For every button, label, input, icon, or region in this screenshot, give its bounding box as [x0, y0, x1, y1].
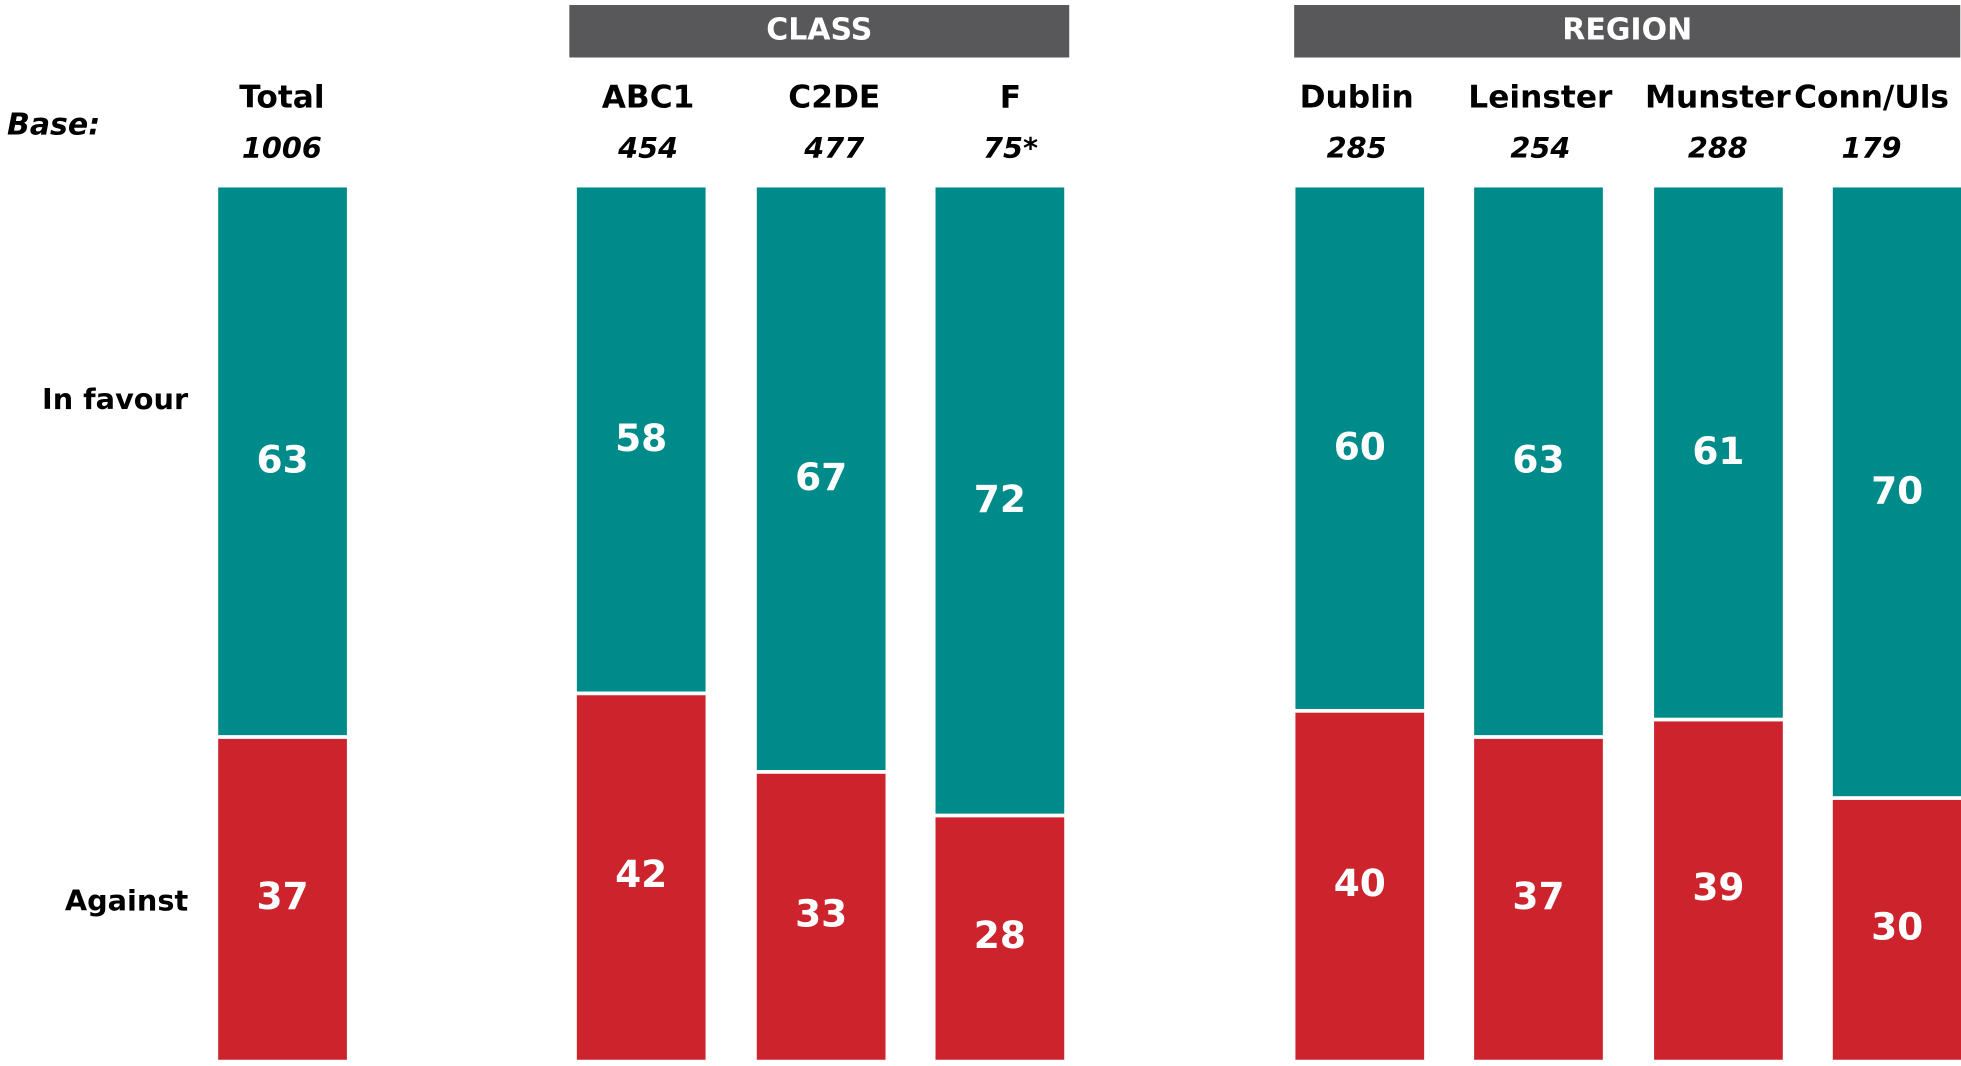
base-value: 454	[617, 131, 678, 165]
base-label: Base:	[7, 108, 100, 143]
category-label: Munster	[1645, 80, 1791, 116]
category-label: Conn/Uls	[1794, 80, 1949, 116]
bar-segment	[1295, 187, 1425, 709]
bar-segment	[756, 187, 886, 771]
value-label: 37	[1512, 874, 1564, 918]
group-header	[569, 4, 1070, 58]
value-label: 72	[974, 477, 1026, 521]
base-value: 1006	[242, 131, 322, 165]
bar-segment	[576, 187, 706, 692]
value-label: 63	[256, 438, 308, 482]
bar-segment	[1654, 721, 1783, 1060]
bar-segment	[756, 773, 886, 1060]
group-label: REGION	[1562, 13, 1692, 48]
value-label: 60	[1334, 425, 1386, 469]
value-label: 58	[615, 416, 667, 460]
bar-segment	[1474, 738, 1603, 1060]
category-label: ABC1	[602, 80, 695, 116]
base-value: 179	[1842, 131, 1902, 165]
group-label: CLASS	[766, 13, 872, 48]
category-label: Total	[239, 80, 324, 116]
base-value: 285	[1327, 131, 1387, 165]
bar-segment	[1295, 712, 1425, 1060]
value-label: 42	[615, 852, 667, 896]
bar-segment	[218, 738, 347, 1060]
legend-label: Against	[65, 883, 189, 917]
bar-segment	[1654, 187, 1783, 718]
value-label: 40	[1334, 861, 1386, 905]
base-value: 75*	[983, 131, 1038, 165]
value-label: 67	[795, 455, 847, 499]
base-value: 254	[1510, 131, 1570, 165]
value-label: 33	[795, 891, 847, 935]
base-value: 288	[1688, 131, 1748, 165]
bar-segment	[218, 187, 347, 736]
category-label: C2DE	[788, 80, 880, 116]
category-label: Leinster	[1468, 80, 1613, 116]
bar-segment	[935, 817, 1065, 1060]
value-label: 37	[256, 874, 308, 918]
value-label: 30	[1871, 904, 1923, 948]
base-value: 477	[803, 131, 864, 165]
value-label: 70	[1871, 468, 1923, 512]
bar-segment	[1832, 187, 1961, 797]
bar-segment	[1474, 187, 1603, 736]
group-header	[1294, 4, 1961, 58]
bar-segment	[935, 187, 1065, 814]
value-label: 61	[1692, 429, 1744, 473]
value-label: 63	[1512, 438, 1564, 482]
value-label: 39	[1692, 865, 1744, 909]
legend-label: In favour	[42, 382, 189, 416]
category-label: F	[1000, 80, 1021, 116]
value-label: 28	[974, 913, 1026, 957]
bar-segment	[1832, 799, 1961, 1060]
category-label: Dublin	[1300, 80, 1414, 116]
bar-segment	[576, 695, 706, 1060]
